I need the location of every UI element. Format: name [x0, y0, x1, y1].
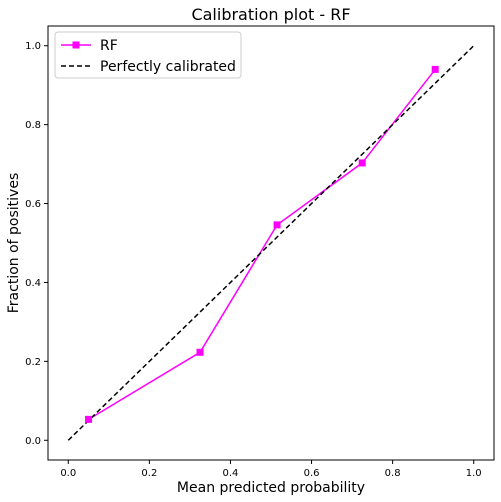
- series-layer: [67, 45, 475, 441]
- legend-rf-marker: [72, 41, 80, 49]
- legend-label-rf: RF: [100, 38, 118, 54]
- rf-point: [196, 348, 204, 356]
- chart-title: Calibration plot - RF: [191, 5, 350, 24]
- y-axis-title: Fraction of positives: [6, 173, 22, 314]
- x-tick-label: 1.0: [466, 468, 482, 479]
- y-tick-label: 0.0: [25, 436, 41, 447]
- y-tick-label: 1.0: [25, 41, 41, 52]
- legend: RF Perfectly calibrated: [54, 31, 242, 79]
- x-tick-label: 0.4: [223, 468, 239, 479]
- y-tick-label: 0.2: [25, 357, 41, 368]
- perfectly-calibrated-line: [67, 45, 475, 441]
- legend-box: [54, 31, 242, 79]
- x-axis-title: Mean predicted probability: [177, 480, 365, 496]
- y-axis: 0.0 0.2 0.4 0.6 0.8 1.0: [25, 41, 48, 447]
- x-axis: 0.0 0.2 0.4 0.6 0.8 1.0: [60, 460, 482, 479]
- legend-label-perfectly-calibrated: Perfectly calibrated: [100, 59, 236, 75]
- x-tick-label: 0.2: [141, 468, 157, 479]
- rf-point: [431, 65, 439, 73]
- y-tick-label: 0.4: [25, 278, 41, 289]
- rf-series-line: [88, 68, 436, 421]
- rf-point: [85, 415, 93, 423]
- y-tick-label: 0.8: [25, 120, 41, 131]
- x-tick-label: 0.0: [60, 468, 76, 479]
- rf-point: [273, 221, 281, 229]
- y-tick-label: 0.6: [25, 199, 41, 210]
- plot-area-frame: [47, 25, 495, 461]
- x-tick-label: 0.6: [304, 468, 320, 479]
- x-tick-label: 0.8: [385, 468, 401, 479]
- rf-point: [358, 159, 366, 167]
